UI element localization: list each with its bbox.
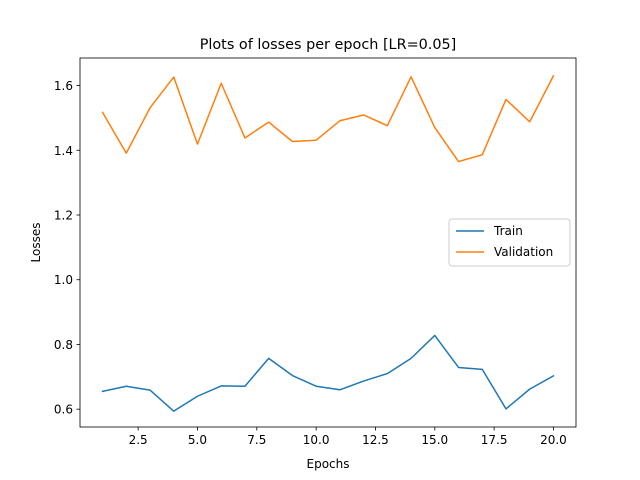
x-tick-label: 12.5 xyxy=(362,433,389,447)
legend: Train Validation xyxy=(448,218,571,267)
y-tick-label: 0.8 xyxy=(54,338,73,352)
y-axis-ticks: 0.6 0.8 1.0 1.2 1.4 1.6 xyxy=(54,79,80,417)
x-tick-label: 2.5 xyxy=(129,433,148,447)
y-axis-label: Losses xyxy=(29,223,43,263)
x-tick-label: 15.0 xyxy=(421,433,448,447)
y-tick-label: 1.2 xyxy=(54,208,73,222)
x-axis-label: Epochs xyxy=(307,457,350,471)
series-line-train xyxy=(101,334,555,412)
y-tick-label: 1.4 xyxy=(54,144,73,158)
y-tick-label: 0.6 xyxy=(54,403,73,417)
chart-title: Plots of losses per epoch [LR=0.05] xyxy=(200,37,457,53)
x-tick-label: 5.0 xyxy=(188,433,207,447)
legend-label-validation: Validation xyxy=(494,245,553,259)
series-lines xyxy=(101,74,555,412)
x-tick-label: 17.5 xyxy=(481,433,508,447)
x-tick-label: 20.0 xyxy=(540,433,567,447)
plot-frame xyxy=(79,57,577,428)
y-tick-label: 1.6 xyxy=(54,79,73,93)
legend-label-train: Train xyxy=(493,224,523,238)
x-tick-label: 10.0 xyxy=(303,433,330,447)
x-tick-label: 7.5 xyxy=(247,433,266,447)
series-line-validation xyxy=(101,74,555,163)
x-axis-ticks: 2.5 5.0 7.5 10.0 12.5 15.0 17.5 20.0 xyxy=(129,427,567,447)
y-tick-label: 1.0 xyxy=(54,273,73,287)
